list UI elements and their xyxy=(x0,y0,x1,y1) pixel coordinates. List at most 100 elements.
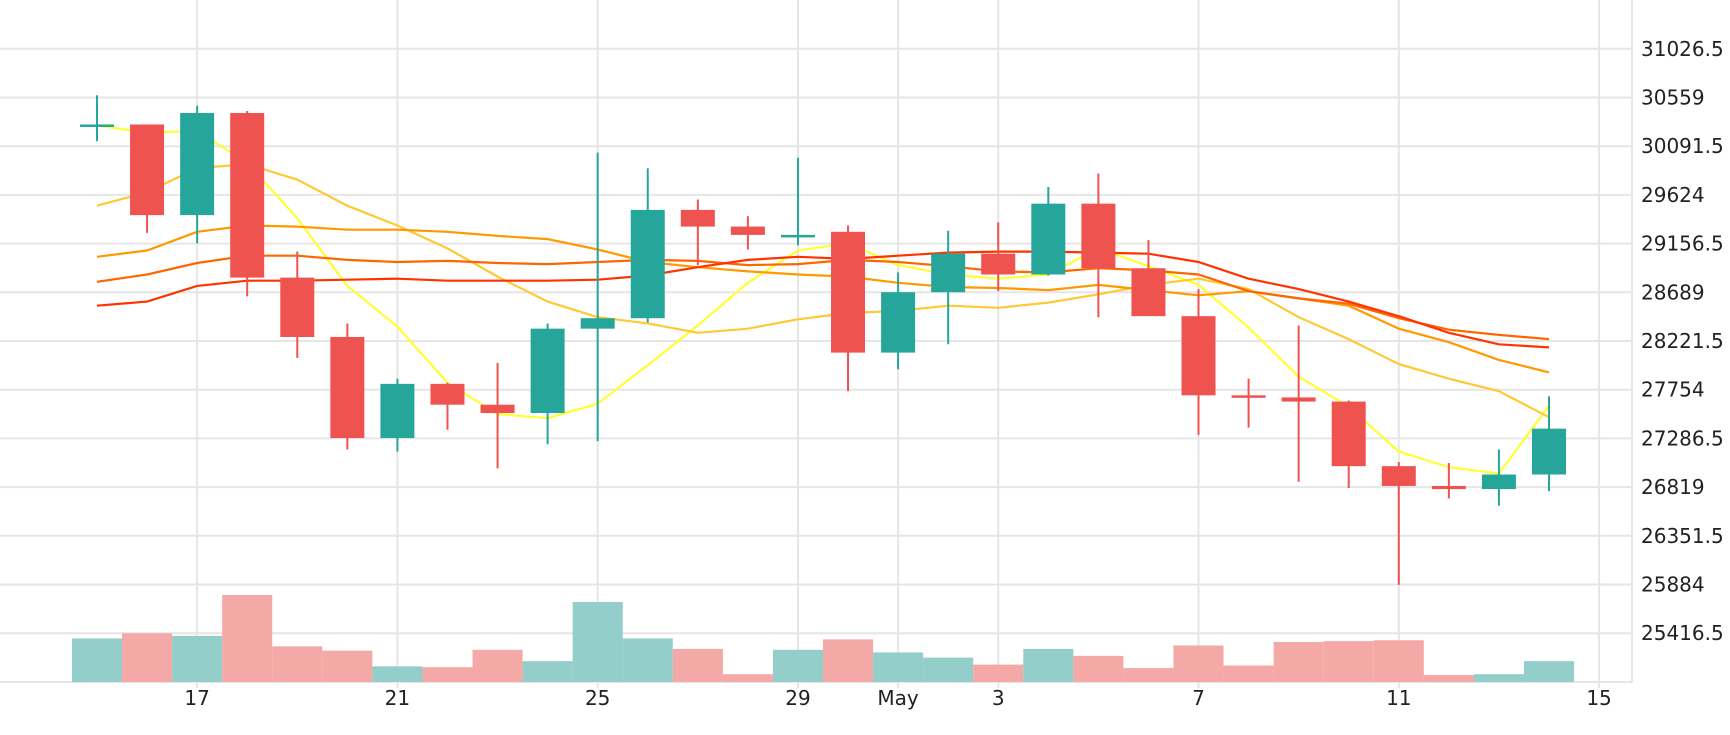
x-tick-label: 15 xyxy=(1586,686,1611,710)
candle-body xyxy=(80,124,114,127)
x-tick-label: 29 xyxy=(785,686,810,710)
candle-body xyxy=(530,328,565,414)
volume-bar xyxy=(122,633,173,682)
candle xyxy=(1431,463,1466,499)
x-tick-label: 3 xyxy=(992,686,1005,710)
candle xyxy=(1081,173,1116,318)
candle-body xyxy=(780,234,815,238)
volume-bar xyxy=(1273,641,1324,682)
candle xyxy=(981,222,1016,292)
candle-body xyxy=(981,253,1016,275)
volume-bar xyxy=(1323,641,1374,682)
y-tick-label: 26351.5 xyxy=(1641,524,1724,548)
candle xyxy=(230,110,265,297)
moving-average-lines xyxy=(96,124,1550,475)
candle-body xyxy=(230,113,265,278)
candle xyxy=(130,124,165,233)
x-tick-label: 7 xyxy=(1192,686,1205,710)
candle xyxy=(630,168,665,323)
y-tick-label: 30559 xyxy=(1641,86,1705,110)
volume-bar xyxy=(1473,674,1524,682)
candle-body xyxy=(1331,401,1366,467)
moving-average-line xyxy=(96,162,1550,419)
volume-bar xyxy=(1173,645,1224,682)
candle-body xyxy=(630,209,665,319)
x-tick-label: 21 xyxy=(385,686,410,710)
candle-body xyxy=(380,383,415,439)
y-tick-label: 25416.5 xyxy=(1641,621,1724,645)
x-tick-label: 11 xyxy=(1386,686,1411,710)
volume-bar xyxy=(1223,665,1274,682)
candle xyxy=(430,382,465,430)
candle xyxy=(80,95,114,142)
candle-body xyxy=(1131,268,1166,317)
candles xyxy=(80,95,1566,585)
candle xyxy=(1331,400,1366,489)
volume-bar xyxy=(823,639,874,682)
candle xyxy=(680,199,715,266)
volume-bar xyxy=(172,635,223,682)
candle xyxy=(530,323,565,445)
candle xyxy=(1031,186,1066,276)
candle xyxy=(1131,240,1166,317)
x-axis: 17 21 25 29 May 3 7 11 15 xyxy=(184,686,1611,710)
grid-lines xyxy=(0,0,1633,688)
y-tick-label: 31026.5 xyxy=(1641,37,1724,61)
candle xyxy=(730,216,765,250)
candle xyxy=(931,230,966,345)
volume-bar xyxy=(222,595,273,682)
candle-body xyxy=(1081,203,1116,269)
candle xyxy=(580,152,615,442)
y-tick-label: 28221.5 xyxy=(1641,329,1724,353)
candle-body xyxy=(580,318,615,329)
volume-bar xyxy=(622,638,673,682)
x-tick-label: 17 xyxy=(184,686,209,710)
volume-bar xyxy=(1073,655,1124,682)
candle xyxy=(380,378,415,452)
candle-body xyxy=(1431,485,1466,490)
candle-body xyxy=(1532,428,1566,475)
x-tick-label: 25 xyxy=(585,686,610,710)
moving-average-line xyxy=(96,124,1550,475)
y-tick-label: 26819 xyxy=(1641,475,1705,499)
volume-bar xyxy=(372,666,423,682)
candle xyxy=(280,251,315,358)
volume-bar xyxy=(272,646,323,682)
candle-body xyxy=(881,292,916,353)
volume-bars xyxy=(71,595,1575,682)
candle-body xyxy=(680,209,715,227)
y-axis: 31026.5 30559 30091.5 29624 29156.5 28689 2822… xyxy=(1641,37,1724,645)
candle xyxy=(480,363,515,469)
candle xyxy=(1281,325,1316,482)
candle xyxy=(1481,449,1516,506)
candle-body xyxy=(831,231,866,353)
volume-bar xyxy=(1023,648,1074,682)
volume-bar xyxy=(973,664,1024,682)
candle-body xyxy=(1181,316,1216,396)
y-tick-label: 28689 xyxy=(1641,280,1705,304)
candle-body xyxy=(480,404,515,414)
candle-body xyxy=(330,336,365,439)
candle-body xyxy=(280,277,315,337)
volume-bar xyxy=(672,648,723,682)
y-tick-label: 29156.5 xyxy=(1641,232,1724,256)
volume-bar xyxy=(722,674,773,682)
candle-body xyxy=(130,124,165,216)
moving-average-line xyxy=(96,250,1550,349)
candle xyxy=(1181,289,1216,435)
candle-body xyxy=(1231,395,1266,398)
volume-bar xyxy=(1423,675,1474,682)
candle xyxy=(1381,461,1416,585)
candle xyxy=(1231,378,1266,428)
candle-body xyxy=(931,253,966,293)
volume-bar xyxy=(873,652,924,682)
candle xyxy=(780,157,815,246)
volume-bar xyxy=(572,601,623,682)
y-tick-label: 27286.5 xyxy=(1641,426,1724,450)
volume-bar xyxy=(322,650,373,682)
x-tick-label: May xyxy=(877,686,919,710)
y-tick-label: 29624 xyxy=(1641,183,1705,207)
volume-bar xyxy=(1123,668,1174,682)
